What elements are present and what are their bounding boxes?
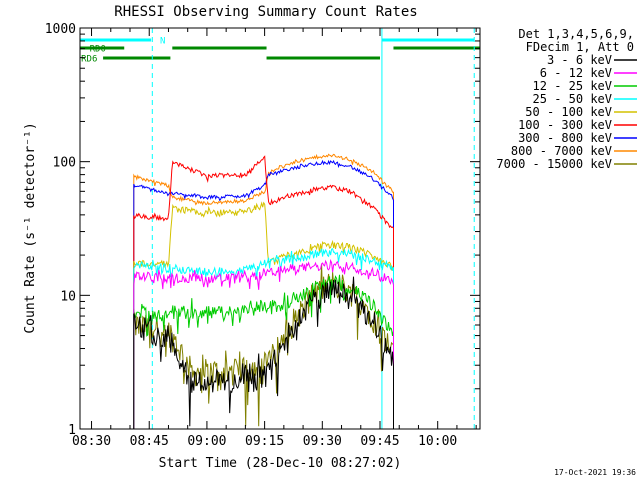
legend-entry-label: 12 - 25 keV	[533, 79, 612, 93]
x-tick-label: 08:45	[130, 434, 169, 449]
series-line-50-100-kev	[133, 201, 394, 429]
y-axis-label: Count Rate (s⁻¹ detector⁻¹)	[23, 122, 38, 333]
plot-frame	[79, 27, 481, 430]
flag-bar-label-n: N	[160, 37, 165, 47]
x-tick-label: 10:00	[418, 434, 457, 449]
series-line-7000-15000-kev	[133, 263, 394, 429]
x-tick-label: 09:00	[187, 434, 226, 449]
series-line-12-25-kev	[133, 274, 394, 429]
legend-entry-label: 6 - 12 keV	[540, 66, 612, 80]
legend-header-line: Det 1,3,4,5,6,9,	[518, 27, 634, 41]
y-tick-label: 10	[60, 289, 76, 304]
series-line-25-50-kev	[133, 248, 394, 429]
footer-timestamp: 17-Oct-2021 19:36	[554, 468, 636, 477]
x-tick-label: 08:30	[72, 434, 111, 449]
x-axis-label: Start Time (28-Dec-10 08:27:02)	[159, 456, 402, 471]
y-tick-label: 1000	[45, 22, 76, 37]
flag-bar-label-rd0: RD0	[90, 45, 106, 55]
y-tick-label: 1	[68, 423, 76, 438]
legend-entry-label: 7000 - 15000 keV	[496, 157, 612, 171]
legend-entry-label: 300 - 800 keV	[518, 131, 612, 145]
series-line-300-800-kev	[133, 159, 394, 429]
legend-entry-label: 50 - 100 keV	[525, 105, 612, 119]
legend-entry-label: 100 - 300 keV	[518, 118, 612, 132]
legend: Det 1,3,4,5,6,9,FDecim 1, Att 03 - 6 keV…	[496, 27, 637, 171]
series-line-100-300-kev	[133, 155, 394, 429]
legend-entry-label: 25 - 50 keV	[533, 92, 612, 106]
legend-entry-label: 800 - 7000 keV	[511, 144, 612, 158]
axes: 08:30 08:45 09:00 09:15 09:30 09:45 10:00 1 10 10…	[45, 22, 481, 449]
legend-entry-label: 3 - 6 keV	[547, 53, 612, 67]
series-line-3-6-kev	[133, 276, 394, 429]
chart-title: RHESSI Observing Summary Count Rates	[114, 4, 417, 20]
x-tick-label: 09:45	[360, 434, 399, 449]
legend-header-line: FDecim 1, Att 0	[526, 40, 634, 54]
series-line-800-7000-kev	[133, 153, 394, 429]
x-tick-label: 09:15	[245, 434, 284, 449]
series-line-6-12-kev	[133, 258, 394, 429]
x-tick-label: 09:30	[303, 434, 342, 449]
flag-bar-label-rd6: RD6	[81, 55, 97, 65]
y-tick-label: 100	[53, 156, 76, 171]
